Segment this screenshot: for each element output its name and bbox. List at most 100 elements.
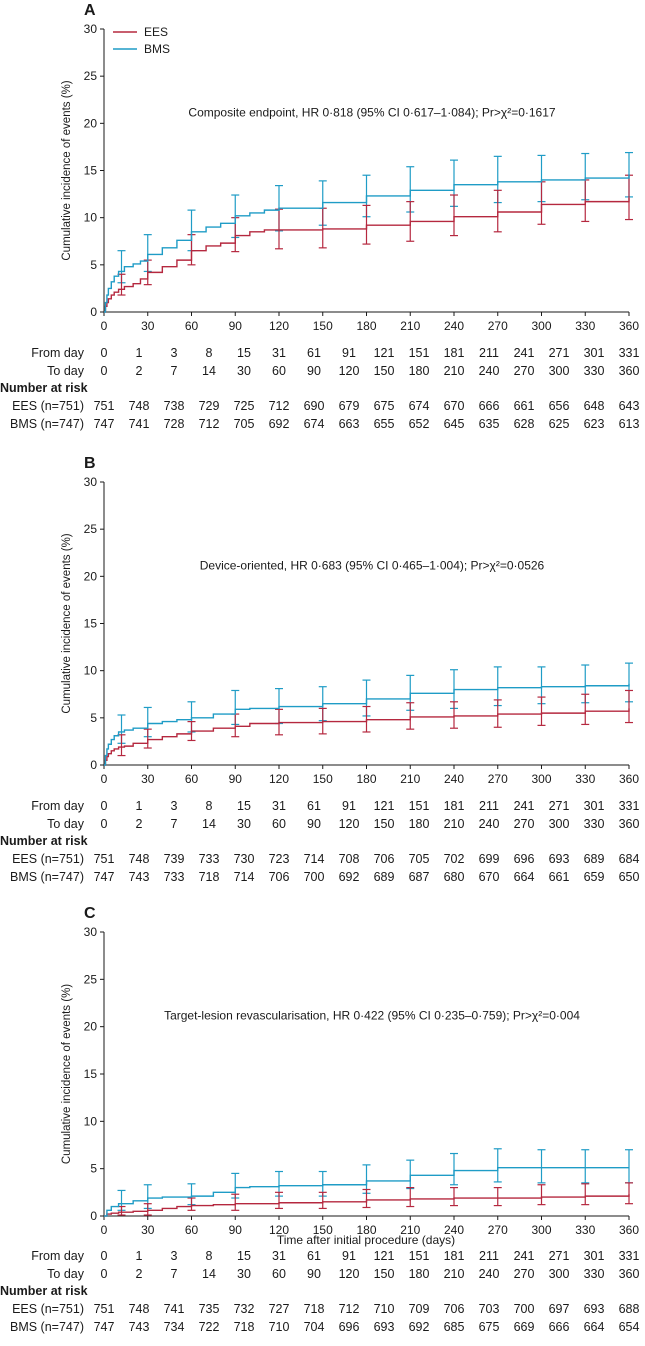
risk-cell-ees: 738 [164,399,185,413]
from-day-cell: 121 [374,346,395,360]
risk-cell-ees: 733 [199,852,220,866]
y-tick-label: 30 [84,22,98,36]
y-tick-label: 25 [84,69,98,83]
y-axis-label: Cumulative incidence of events (%) [61,533,73,713]
risk-cell-bms: 714 [234,870,255,884]
panel-letter: C [84,905,96,922]
risk-cell-bms: 628 [514,417,535,431]
risk-cell-ees: 735 [199,1302,220,1316]
to-day-row-label: To day [47,1267,85,1281]
to-day-cell: 210 [444,1267,465,1281]
risk-cell-ees: 693 [584,1302,605,1316]
risk-cell-ees: 702 [444,852,465,866]
risk-cell-ees: 725 [234,399,255,413]
chart-title: Device-oriented, HR 0·683 (95% CI 0·465–… [200,558,545,572]
series-line-ees [104,708,630,766]
to-day-cell: 240 [479,364,500,378]
risk-cell-ees: 718 [304,1302,325,1316]
y-tick-label: 25 [84,522,98,536]
from-day-cell: 331 [619,346,640,360]
from-day-cell: 31 [272,346,286,360]
risk-row-label-ees: EES (n=751) [12,399,84,413]
risk-cell-bms: 689 [374,870,395,884]
to-day-cell: 150 [374,817,395,831]
y-tick-label: 10 [84,664,98,678]
x-tick-label: 150 [313,772,333,786]
risk-cell-bms: 659 [584,870,605,884]
x-tick-label: 360 [619,1223,639,1237]
to-day-cell: 180 [409,1267,430,1281]
from-day-cell: 331 [619,1249,640,1263]
from-day-cell: 121 [374,799,395,813]
risk-cell-ees: 727 [269,1302,290,1316]
risk-cell-ees: 648 [584,399,605,413]
risk-cell-bms: 666 [549,1320,570,1334]
from-day-cell: 241 [514,346,535,360]
series-line-ees [104,1194,630,1217]
x-tick-label: 240 [444,772,464,786]
from-day-row-label: From day [31,1249,85,1263]
to-day-cell: 330 [584,817,605,831]
x-tick-label: 150 [313,1223,333,1237]
y-axis-label: Cumulative incidence of events (%) [61,984,73,1164]
risk-cell-bms: 743 [129,870,150,884]
risk-cell-ees: 700 [514,1302,535,1316]
to-day-cell: 330 [584,364,605,378]
to-day-cell: 120 [339,364,360,378]
risk-cell-ees: 703 [479,1302,500,1316]
risk-cell-ees: 709 [409,1302,430,1316]
risk-cell-ees: 732 [234,1302,255,1316]
risk-cell-bms: 734 [164,1320,185,1334]
to-day-cell: 7 [171,1267,178,1281]
risk-heading: Number at risk [0,834,88,848]
from-day-cell: 61 [307,1249,321,1263]
from-day-cell: 181 [444,799,465,813]
y-tick-label: 0 [90,305,97,319]
y-tick-label: 5 [90,1162,97,1176]
x-tick-label: 360 [619,319,639,333]
risk-cell-ees: 697 [549,1302,570,1316]
x-tick-label: 30 [141,319,155,333]
to-day-cell: 14 [202,364,216,378]
risk-cell-ees: 712 [339,1302,360,1316]
risk-cell-ees: 705 [409,852,430,866]
to-day-cell: 30 [237,1267,251,1281]
to-day-cell: 270 [514,364,535,378]
to-day-cell: 30 [237,817,251,831]
x-tick-label: 300 [531,1223,551,1237]
risk-cell-bms: 712 [199,417,220,431]
to-day-cell: 360 [619,1267,640,1281]
x-tick-label: 180 [356,319,376,333]
risk-cell-ees: 706 [374,852,395,866]
to-day-cell: 180 [409,817,430,831]
risk-cell-bms: 654 [619,1320,640,1334]
risk-row-label-bms: BMS (n=747) [10,417,84,431]
legend-label-ees: EES [144,25,168,39]
risk-cell-ees: 729 [199,399,220,413]
y-tick-label: 15 [84,164,98,178]
x-tick-label: 210 [400,772,420,786]
risk-cell-ees: 748 [129,399,150,413]
risk-cell-bms: 669 [514,1320,535,1334]
risk-cell-bms: 670 [479,870,500,884]
risk-cell-ees: 706 [444,1302,465,1316]
x-tick-label: 60 [185,319,199,333]
risk-cell-bms: 680 [444,870,465,884]
risk-cell-ees: 666 [479,399,500,413]
x-tick-label: 210 [400,1223,420,1237]
risk-cell-bms: 693 [374,1320,395,1334]
y-tick-label: 5 [90,258,97,272]
y-tick-label: 20 [84,569,98,583]
from-day-cell: 181 [444,1249,465,1263]
risk-cell-bms: 692 [339,870,360,884]
risk-cell-bms: 710 [269,1320,290,1334]
risk-row-label-ees: EES (n=751) [12,852,84,866]
risk-cell-bms: 743 [129,1320,150,1334]
from-day-cell: 31 [272,1249,286,1263]
risk-row-label-bms: BMS (n=747) [10,870,84,884]
from-day-cell: 3 [171,346,178,360]
risk-cell-bms: 692 [269,417,290,431]
risk-cell-ees: 675 [374,399,395,413]
x-tick-label: 270 [488,772,508,786]
